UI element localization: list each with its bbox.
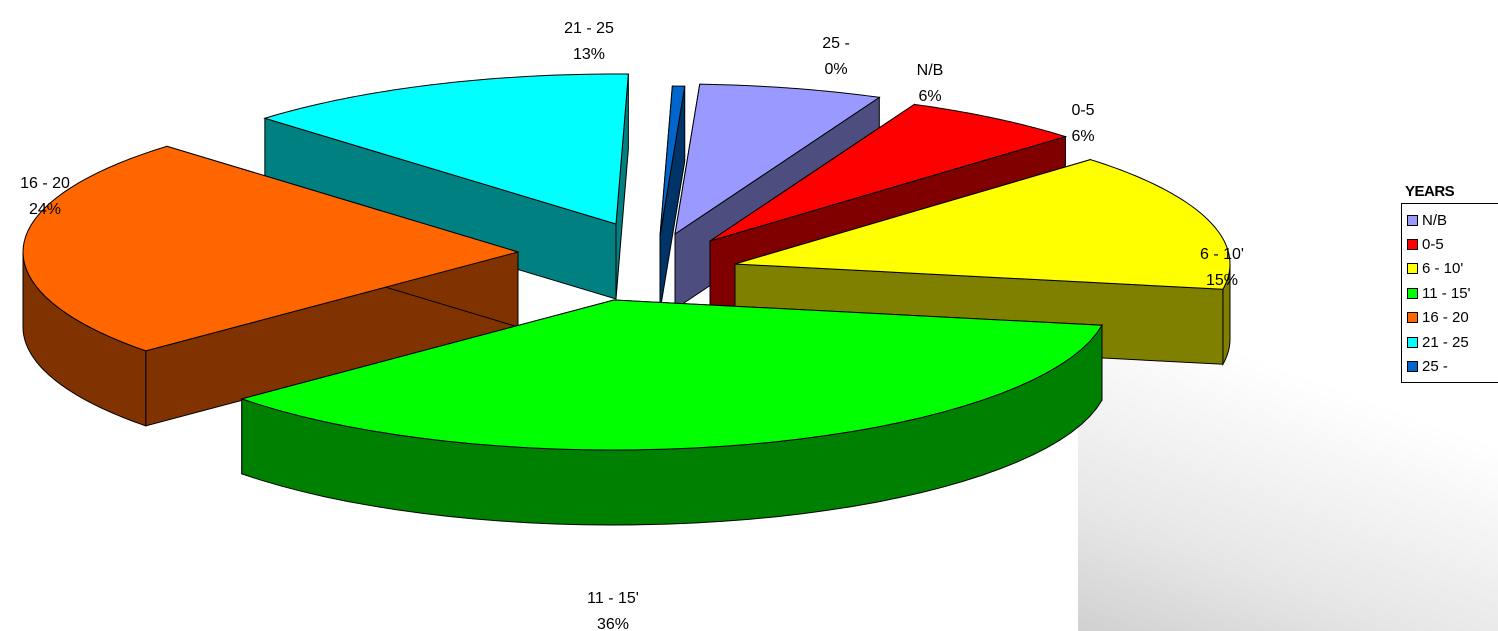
legend-title: YEARS <box>1405 183 1455 200</box>
data-label-category: 25 - <box>822 35 850 52</box>
legend-item: 16 - 20 <box>1407 308 1469 328</box>
legend-swatch <box>1407 238 1418 250</box>
data-label-percent: 36% <box>597 616 629 631</box>
legend-item: 25 - <box>1407 356 1448 376</box>
legend-label: 21 - 25 <box>1422 333 1469 351</box>
data-label-percent: 0% <box>824 61 847 78</box>
legend-label: 11 - 15' <box>1422 284 1471 302</box>
legend-swatch <box>1407 336 1418 348</box>
legend-label: 16 - 20 <box>1422 309 1469 327</box>
legend-item: N/B <box>1407 210 1447 230</box>
data-label-category: 21 - 25 <box>564 20 614 37</box>
legend-label: 6 - 10' <box>1422 260 1464 278</box>
data-label-percent: 6% <box>918 88 941 105</box>
data-label: 6 - 10' 15% <box>1200 246 1244 289</box>
data-label: 21 - 25 13% <box>564 20 614 63</box>
data-label: 0-5 6% <box>1071 102 1094 145</box>
legend-swatch <box>1407 360 1418 372</box>
data-label-category: N/B <box>917 62 944 79</box>
data-label-percent: 24% <box>29 201 61 218</box>
data-label-percent: 13% <box>573 46 605 63</box>
data-label-percent: 15% <box>1206 272 1238 289</box>
data-label: N/B 6% <box>917 62 944 105</box>
legend-swatch <box>1407 263 1418 275</box>
slice-11-15 <box>240 299 1103 526</box>
legend-swatch <box>1407 214 1418 226</box>
data-label-category: 0-5 <box>1071 102 1094 119</box>
data-label: 11 - 15' 36% <box>587 590 639 631</box>
data-label: 25 - 0% <box>822 35 850 78</box>
legend-item: 6 - 10' <box>1407 259 1463 279</box>
data-label-percent: 6% <box>1071 128 1094 145</box>
legend-swatch <box>1407 312 1418 324</box>
legend-item: 0-5 <box>1407 234 1444 254</box>
legend-label: N/B <box>1422 211 1448 229</box>
legend-label: 25 - <box>1422 357 1448 375</box>
slice-16-20 <box>22 145 520 427</box>
data-label-category: 6 - 10' <box>1200 246 1244 263</box>
data-label: 16 - 20 24% <box>20 175 70 218</box>
data-label-category: 11 - 15' <box>587 590 639 607</box>
slice-21-25 <box>263 73 629 300</box>
legend-item: 21 - 25 <box>1407 332 1469 352</box>
legend-label: 0-5 <box>1422 235 1444 253</box>
data-label-category: 16 - 20 <box>20 175 70 192</box>
legend-swatch <box>1407 287 1418 299</box>
slice-25 <box>659 85 686 312</box>
legend: N/B 0-5 6 - 10' 11 - 15' 16 - 20 21 - 25 25 - <box>1401 203 1498 383</box>
legend-item: 11 - 15' <box>1407 283 1470 303</box>
